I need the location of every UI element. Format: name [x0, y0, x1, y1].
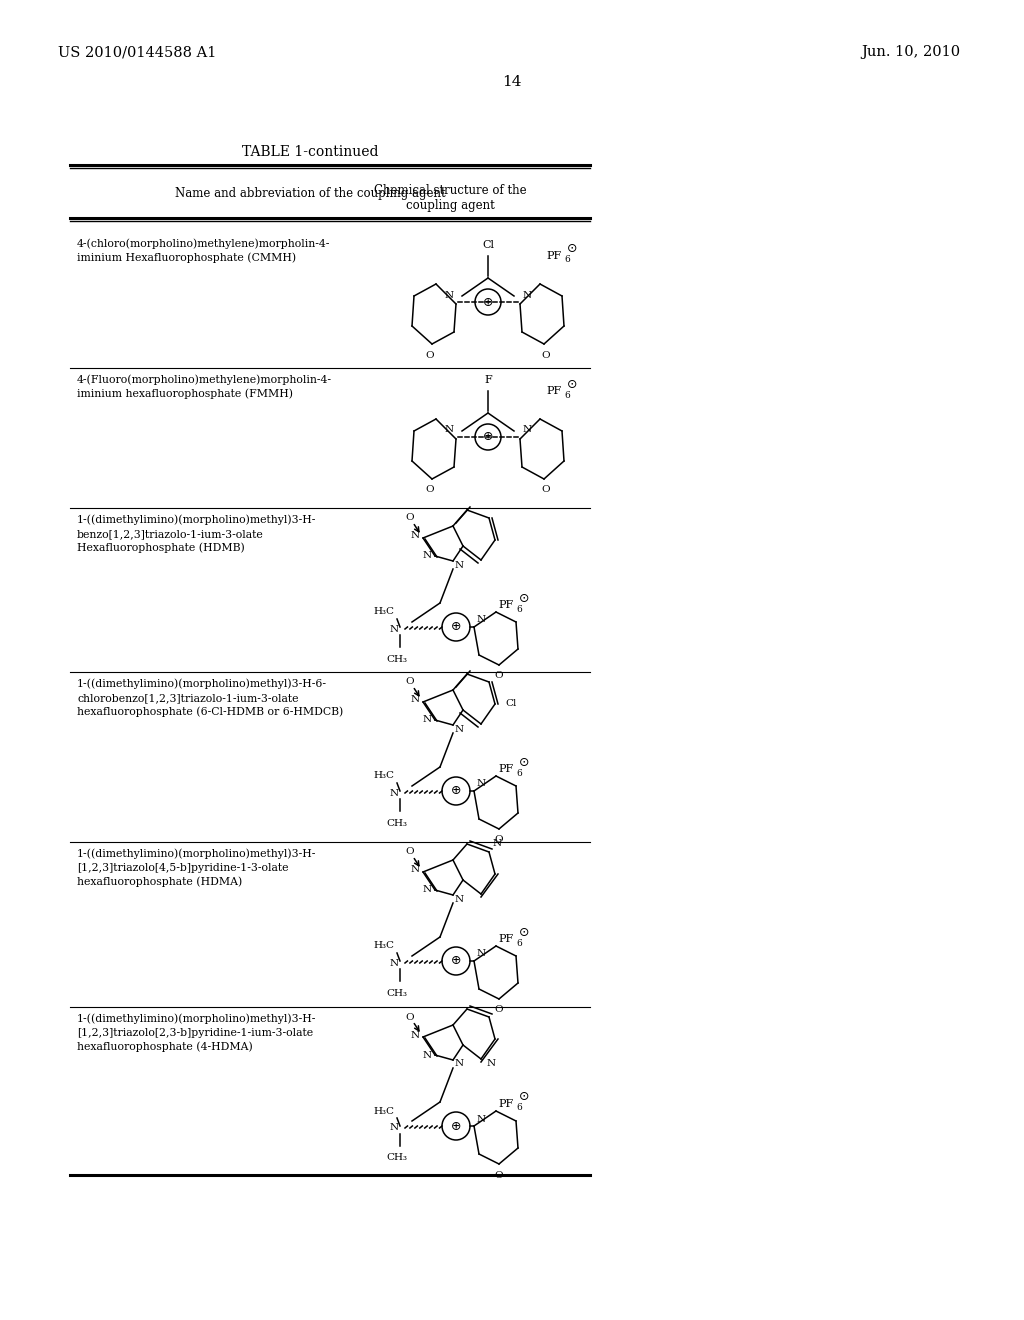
- Text: Chemical structure of the: Chemical structure of the: [374, 183, 526, 197]
- Text: 6: 6: [516, 1104, 522, 1113]
- Text: ⊙: ⊙: [519, 755, 529, 768]
- Text: 14: 14: [502, 75, 522, 88]
- Text: N: N: [455, 1060, 464, 1068]
- Text: 1-((dimethylimino)(morpholino)methyl)3-H-6-: 1-((dimethylimino)(morpholino)methyl)3-H…: [77, 678, 327, 689]
- Text: hexafluorophosphate (HDMA): hexafluorophosphate (HDMA): [77, 876, 243, 887]
- Text: 6: 6: [564, 391, 569, 400]
- Text: 6: 6: [516, 605, 522, 614]
- Text: N: N: [423, 886, 431, 895]
- Text: 4-(chloro(morpholino)methylene)morpholin-4-: 4-(chloro(morpholino)methylene)morpholin…: [77, 239, 331, 249]
- Text: US 2010/0144588 A1: US 2010/0144588 A1: [58, 45, 216, 59]
- Text: O: O: [406, 513, 415, 523]
- Text: N: N: [522, 425, 531, 434]
- Text: PF: PF: [498, 935, 513, 944]
- Text: Name and abbreviation of the coupling agent: Name and abbreviation of the coupling ag…: [175, 186, 445, 199]
- Text: O: O: [426, 351, 434, 359]
- Text: N: N: [444, 290, 454, 300]
- Text: [1,2,3]triazolo[4,5-b]pyridine-1-3-olate: [1,2,3]triazolo[4,5-b]pyridine-1-3-olate: [77, 863, 289, 873]
- Text: ⊕: ⊕: [451, 1119, 461, 1133]
- Text: O: O: [406, 847, 415, 857]
- Text: O: O: [406, 1012, 415, 1022]
- Text: N: N: [455, 725, 464, 734]
- Text: ⊙: ⊙: [519, 1090, 529, 1104]
- Text: hexafluorophosphate (6-Cl-HDMB or 6-HMDCB): hexafluorophosphate (6-Cl-HDMB or 6-HMDC…: [77, 706, 343, 717]
- Text: N: N: [476, 1114, 485, 1123]
- Text: ⊕: ⊕: [451, 620, 461, 634]
- Text: PF: PF: [498, 764, 513, 774]
- Text: N: N: [493, 840, 502, 849]
- Text: TABLE 1-continued: TABLE 1-continued: [242, 145, 378, 158]
- Text: N: N: [423, 1051, 431, 1060]
- Text: N: N: [411, 866, 420, 874]
- Text: 1-((dimethylimino)(morpholino)methyl)3-H-: 1-((dimethylimino)(morpholino)methyl)3-H…: [77, 849, 316, 859]
- Text: O: O: [542, 486, 550, 495]
- Text: iminium Hexafluorophosphate (CMMH): iminium Hexafluorophosphate (CMMH): [77, 252, 296, 263]
- Text: 1-((dimethylimino)(morpholino)methyl)3-H-: 1-((dimethylimino)(morpholino)methyl)3-H…: [77, 515, 316, 525]
- Text: O: O: [495, 672, 504, 681]
- Text: PF: PF: [498, 1100, 513, 1109]
- Text: hexafluorophosphate (4-HDMA): hexafluorophosphate (4-HDMA): [77, 1041, 253, 1052]
- Text: N: N: [423, 715, 431, 725]
- Text: PF: PF: [498, 601, 513, 610]
- Text: N: N: [411, 1031, 420, 1040]
- Text: N: N: [476, 615, 485, 624]
- Text: H₃C: H₃C: [374, 1106, 394, 1115]
- Text: ⊙: ⊙: [566, 378, 578, 391]
- Text: PF: PF: [546, 251, 561, 261]
- Text: ⊕: ⊕: [482, 430, 494, 444]
- Text: 4-(Fluoro(morpholino)methylene)morpholin-4-: 4-(Fluoro(morpholino)methylene)morpholin…: [77, 375, 332, 385]
- Text: PF: PF: [546, 385, 561, 396]
- Text: 6: 6: [564, 256, 569, 264]
- Text: N: N: [389, 958, 398, 968]
- Text: CH₃: CH₃: [386, 818, 408, 828]
- Text: ⊙: ⊙: [519, 925, 529, 939]
- Text: N: N: [444, 425, 454, 434]
- Text: N: N: [389, 624, 398, 634]
- Text: ⊕: ⊕: [451, 954, 461, 968]
- Text: N: N: [389, 788, 398, 797]
- Text: N: N: [486, 1060, 496, 1068]
- Text: H₃C: H₃C: [374, 607, 394, 616]
- Text: F: F: [484, 375, 492, 385]
- Text: H₃C: H₃C: [374, 941, 394, 950]
- Text: O: O: [406, 677, 415, 686]
- Text: N: N: [455, 561, 464, 569]
- Text: CH₃: CH₃: [386, 655, 408, 664]
- Text: N: N: [476, 780, 485, 788]
- Text: O: O: [542, 351, 550, 359]
- Text: CH₃: CH₃: [386, 1154, 408, 1163]
- Text: ⊙: ⊙: [566, 243, 578, 256]
- Text: N: N: [522, 290, 531, 300]
- Text: H₃C: H₃C: [374, 771, 394, 780]
- Text: [1,2,3]triazolo[2,3-b]pyridine-1-ium-3-olate: [1,2,3]triazolo[2,3-b]pyridine-1-ium-3-o…: [77, 1028, 313, 1038]
- Text: ⊕: ⊕: [482, 296, 494, 309]
- Text: 6: 6: [516, 939, 522, 948]
- Text: coupling agent: coupling agent: [406, 198, 495, 211]
- Text: chlorobenzo[1,2,3]triazolo-1-ium-3-olate: chlorobenzo[1,2,3]triazolo-1-ium-3-olate: [77, 693, 299, 704]
- Text: ⊙: ⊙: [519, 591, 529, 605]
- Text: Jun. 10, 2010: Jun. 10, 2010: [861, 45, 961, 59]
- Text: 6: 6: [516, 768, 522, 777]
- Text: Cl: Cl: [482, 240, 494, 249]
- Text: N: N: [476, 949, 485, 958]
- Text: N: N: [389, 1123, 398, 1133]
- Text: Cl: Cl: [505, 700, 516, 709]
- Text: 1-((dimethylimino)(morpholino)methyl)3-H-: 1-((dimethylimino)(morpholino)methyl)3-H…: [77, 1014, 316, 1024]
- Text: N: N: [455, 895, 464, 903]
- Text: O: O: [495, 1171, 504, 1180]
- Text: N: N: [411, 696, 420, 705]
- Text: iminium hexafluorophosphate (FMMH): iminium hexafluorophosphate (FMMH): [77, 388, 293, 399]
- Text: O: O: [495, 836, 504, 845]
- Text: N: N: [411, 532, 420, 540]
- Text: N: N: [423, 552, 431, 561]
- Text: benzo[1,2,3]triazolo-1-ium-3-olate: benzo[1,2,3]triazolo-1-ium-3-olate: [77, 529, 264, 539]
- Text: O: O: [495, 1006, 504, 1015]
- Text: O: O: [426, 486, 434, 495]
- Text: ⊕: ⊕: [451, 784, 461, 797]
- Text: CH₃: CH₃: [386, 989, 408, 998]
- Text: Hexafluorophosphate (HDMB): Hexafluorophosphate (HDMB): [77, 543, 245, 553]
